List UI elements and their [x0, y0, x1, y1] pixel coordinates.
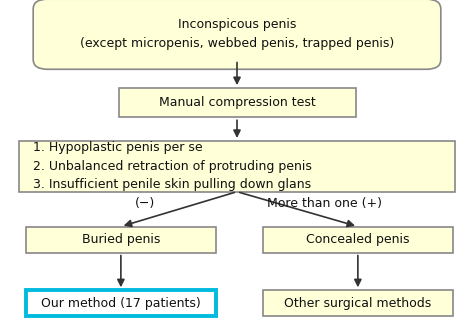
FancyBboxPatch shape: [263, 290, 453, 316]
Text: More than one (+): More than one (+): [267, 197, 382, 210]
FancyBboxPatch shape: [26, 227, 216, 253]
Text: Our method (17 patients): Our method (17 patients): [41, 297, 201, 310]
FancyBboxPatch shape: [33, 0, 441, 69]
FancyBboxPatch shape: [19, 141, 455, 192]
FancyBboxPatch shape: [118, 88, 356, 117]
Text: Other surgical methods: Other surgical methods: [284, 297, 431, 310]
Text: Concealed penis: Concealed penis: [306, 233, 410, 246]
Text: Inconspicous penis
(except micropenis, webbed penis, trapped penis): Inconspicous penis (except micropenis, w…: [80, 19, 394, 50]
Text: Manual compression test: Manual compression test: [159, 96, 315, 109]
Text: 1. Hypoplastic penis per se
2. Unbalanced retraction of protruding penis
3. Insu: 1. Hypoplastic penis per se 2. Unbalance…: [33, 141, 312, 191]
Text: (−): (−): [135, 197, 155, 210]
FancyBboxPatch shape: [263, 227, 453, 253]
FancyBboxPatch shape: [26, 290, 216, 316]
Text: Buried penis: Buried penis: [82, 233, 160, 246]
